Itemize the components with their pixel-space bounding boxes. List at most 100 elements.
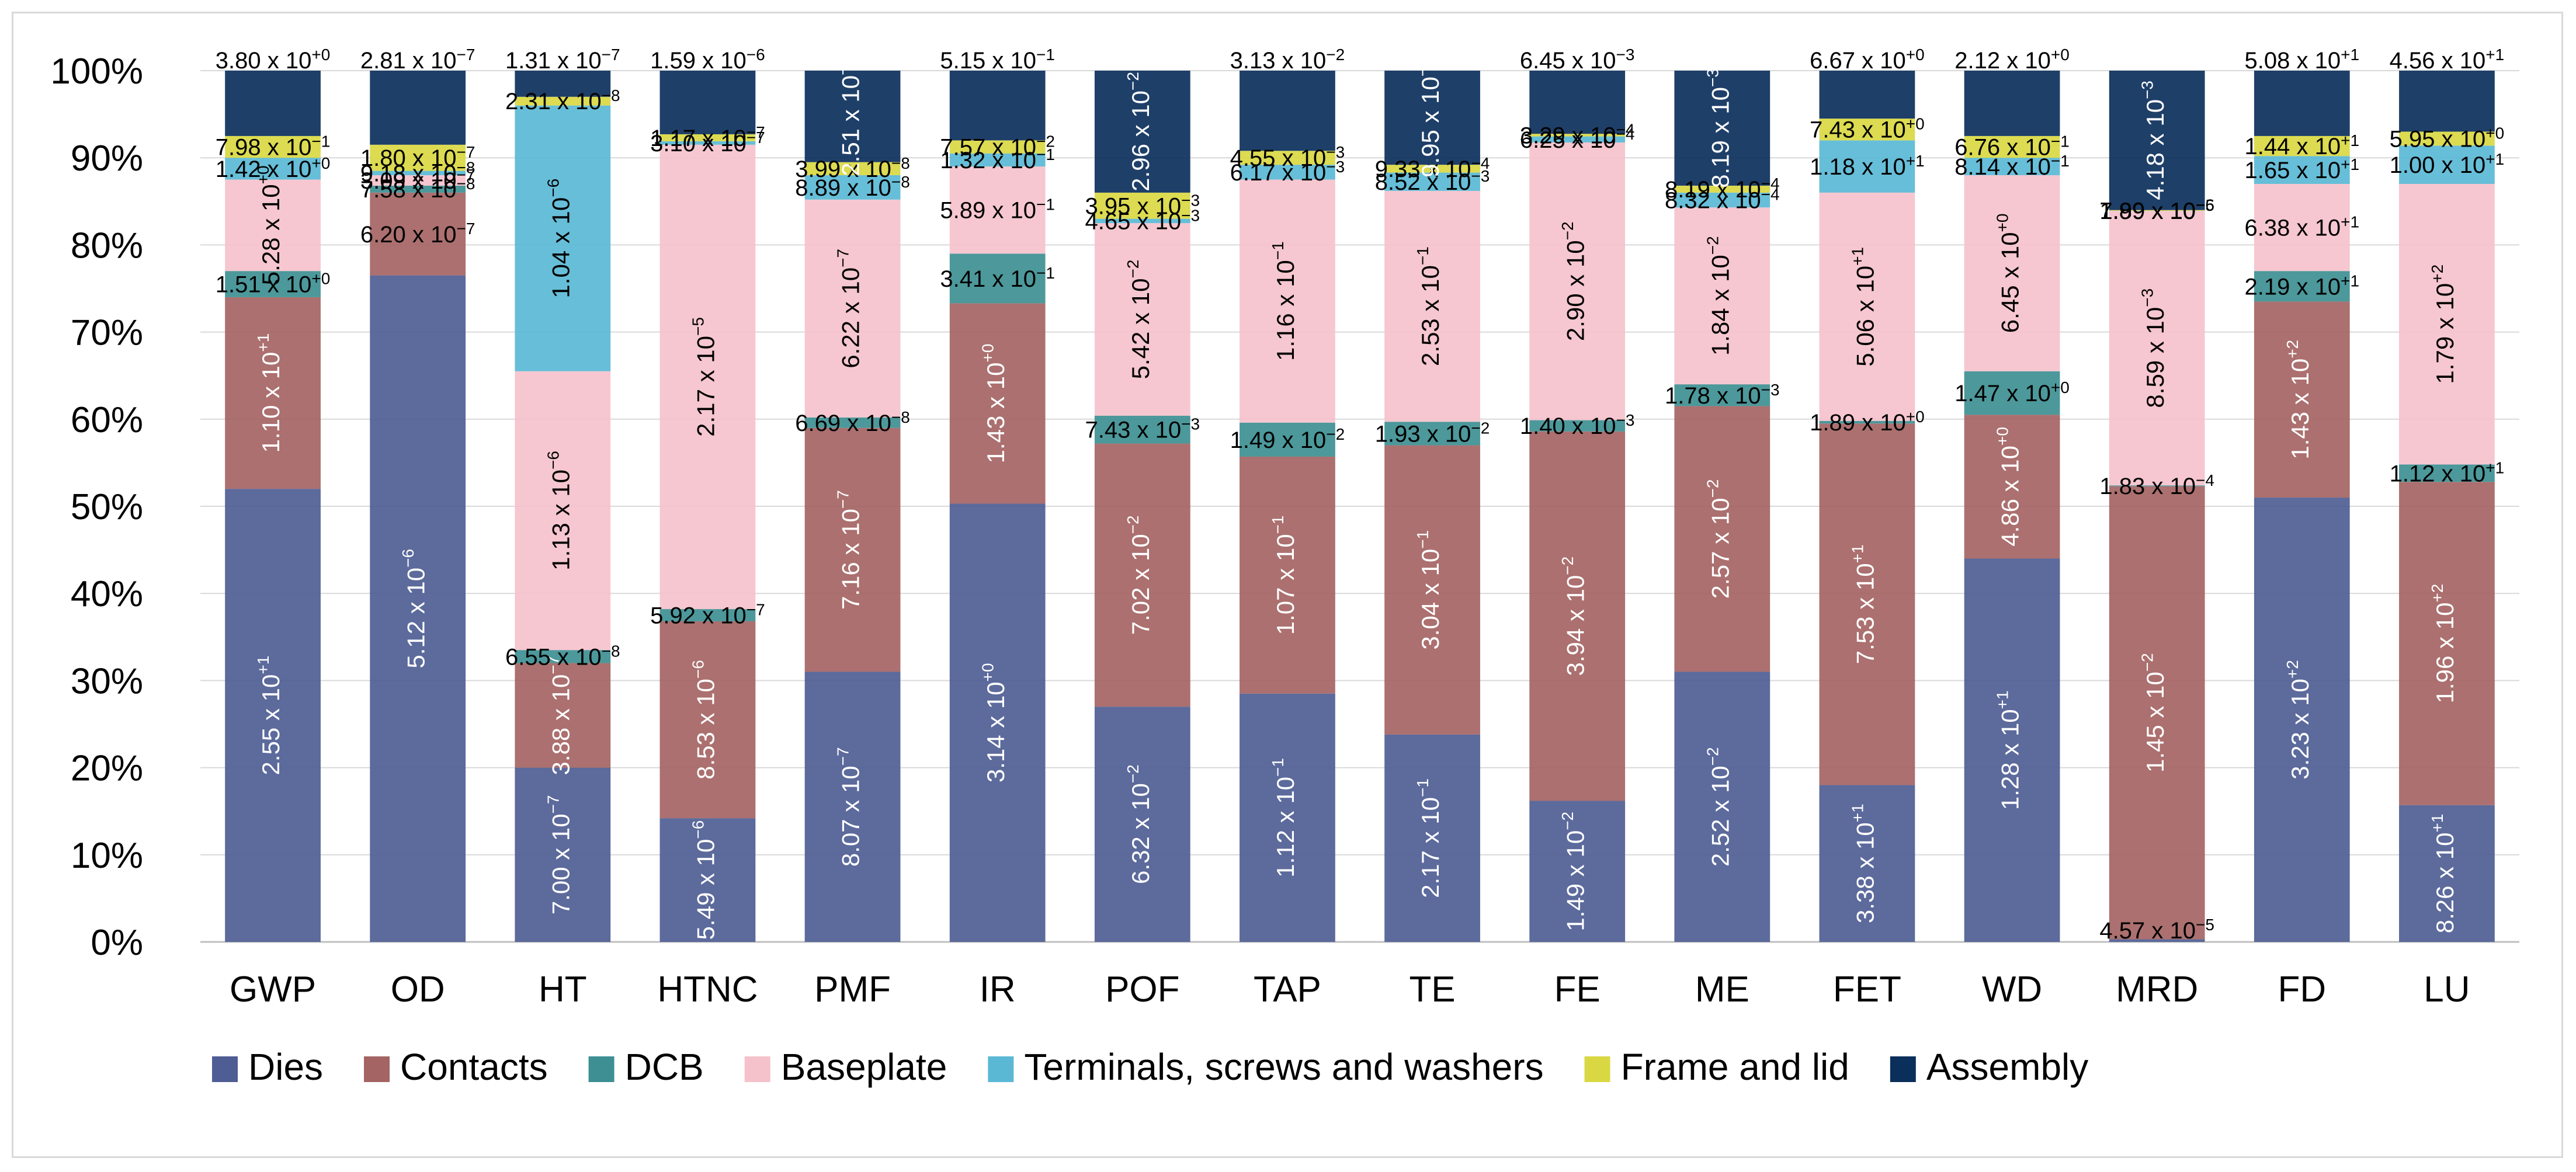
bar-segment-ht-4 xyxy=(515,105,611,371)
legend: Dies Contacts DCB Baseplate Terminals, screw… xyxy=(212,1046,2088,1088)
bar-segment-pof-0 xyxy=(1094,707,1190,942)
segment-label: 1.49 x 10−2 xyxy=(1230,425,1345,453)
segment-label: 1.40 x 10−3 xyxy=(1520,411,1635,439)
y-tick-label: 20% xyxy=(71,749,143,789)
bar-segment-me-3 xyxy=(1674,207,1770,385)
y-tick-label: 50% xyxy=(71,487,143,527)
segment-label: 7.57 x 10−2 xyxy=(940,133,1055,161)
bar-segment-te-4 xyxy=(1384,172,1480,191)
legend-label: Dies xyxy=(248,1046,323,1088)
segment-label: 2.17 x 10−1 xyxy=(1414,778,1444,898)
segment-label: 1.99 x 10−5 xyxy=(2099,196,2214,224)
bar-segment-fet-3 xyxy=(1819,192,1915,421)
segment-label: 9.18 x 10−8 xyxy=(360,158,475,186)
bar-segment-pof-4 xyxy=(1094,218,1190,224)
segment-label: 8.52 x 10−3 xyxy=(1375,167,1490,195)
x-tick-label: WD xyxy=(1982,969,2042,1010)
bar-segment-me-4 xyxy=(1674,192,1770,208)
segment-label: 9.95 x 10−2 xyxy=(1414,58,1444,178)
legend-label: Terminals, screws and washers xyxy=(1024,1046,1543,1088)
segment-label: 1.89 x 10+0 xyxy=(1810,408,1925,436)
segment-label: 3.14 x 10+0 xyxy=(979,663,1009,783)
bar-segment-od-1 xyxy=(370,192,466,276)
bar-segment-ir-3 xyxy=(949,166,1046,254)
segment-label: 1.00 x 10+1 xyxy=(2390,150,2505,178)
segment-label: 5.28 x 10+0 xyxy=(254,165,284,285)
bar-segment-pof-6 xyxy=(1094,71,1190,193)
segment-label: 1.44 x 10+1 xyxy=(2245,131,2360,159)
legend-swatch xyxy=(588,1056,615,1082)
segment-label: 5.06 x 10+1 xyxy=(1849,247,1879,367)
legend-label: Frame and lid xyxy=(1621,1046,1849,1088)
bar-segment-ir-2 xyxy=(949,253,1046,304)
bar-segment-lu-6 xyxy=(2399,71,2495,132)
x-tick-label: FET xyxy=(1833,969,1901,1010)
segment-label: 1.16 x 10−1 xyxy=(1269,241,1299,361)
bar-segment-lu-2 xyxy=(2399,464,2495,482)
segment-label: 4.56 x 10+1 xyxy=(2390,46,2505,74)
bar-segment-ir-1 xyxy=(949,303,1046,504)
segment-label: 8.19 x 10−3 xyxy=(1704,68,1734,188)
segment-label: 7.58 x 10−8 xyxy=(360,175,475,203)
bar-segment-htnc-6 xyxy=(659,71,756,134)
segment-label: 1.43 x 10+2 xyxy=(2283,340,2314,460)
bar-segment-me-2 xyxy=(1674,384,1770,406)
bar-segment-pmf-5 xyxy=(804,162,901,176)
segment-label: 5.12 x 10−6 xyxy=(400,549,430,669)
x-tick-label: PMF xyxy=(814,969,891,1010)
bar-segment-fet-1 xyxy=(1819,423,1915,785)
segment-label: 6.76 x 10−1 xyxy=(1954,133,2070,161)
bar-segment-ir-4 xyxy=(949,153,1046,167)
segment-label: 5.92 x 10−7 xyxy=(650,601,765,629)
bar-segment-lu-5 xyxy=(2399,131,2495,146)
segment-label: 2.96 x 10−2 xyxy=(1124,72,1154,192)
bar-segment-wd-0 xyxy=(1964,558,2060,942)
segment-label: 2.81 x 10−7 xyxy=(360,46,475,74)
bar-segment-te-3 xyxy=(1384,190,1480,422)
bar-segment-htnc-4 xyxy=(659,141,756,145)
segment-label: 3.95 x 10−3 xyxy=(1085,191,1200,219)
segment-labels: 2.55 x 10+1 1.10 x 10+1 1.51 x 10+05.28 x … xyxy=(216,46,2504,944)
bar-segment-gwp-1 xyxy=(225,297,321,489)
bar-segment-od-2 xyxy=(370,185,466,193)
segment-label: 6.45 x 10+0 xyxy=(1994,214,2024,333)
segment-label: 7.89 x 10−6 xyxy=(2099,196,2214,224)
segment-label: 6.67 x 10+0 xyxy=(1810,46,1925,74)
y-tick-label: 30% xyxy=(71,661,143,701)
segment-label: 1.04 x 10−6 xyxy=(544,179,575,298)
segment-label: 3.13 x 10−2 xyxy=(1230,46,1345,74)
segment-label: 1.17 x 10−7 xyxy=(650,123,765,151)
segment-label: 1.32 x 10−1 xyxy=(940,145,1055,173)
segment-label: 1.59 x 10−6 xyxy=(650,46,765,74)
segment-label: 6.17 x 10−3 xyxy=(1230,158,1345,186)
x-tick-label: ME xyxy=(1695,969,1749,1010)
bar-segment-mrd-1 xyxy=(2109,486,2205,940)
x-tick-label: OD xyxy=(391,969,445,1010)
segment-label: 5.08 x 10+1 xyxy=(2245,46,2360,74)
bar-segment-htnc-1 xyxy=(659,621,756,819)
segment-label: 1.45 x 10−2 xyxy=(2138,653,2169,773)
bar-segment-fd-4 xyxy=(2254,156,2350,184)
segment-label: 6.38 x 10+1 xyxy=(2245,213,2360,241)
bar-segment-gwp-5 xyxy=(225,135,321,158)
bar-segment-ht-0 xyxy=(515,767,611,942)
x-tick-label: MRD xyxy=(2116,969,2198,1010)
x-tick-label: TAP xyxy=(1254,969,1321,1010)
segment-label: 6.69 x 10−8 xyxy=(795,408,910,436)
bar-segment-fet-2 xyxy=(1819,420,1915,424)
segment-label: 9.33 x 10−4 xyxy=(1375,154,1490,182)
segment-label: 1.07 x 10−1 xyxy=(1269,515,1299,635)
x-tick-label: IR xyxy=(980,969,1016,1010)
bar-segment-te-2 xyxy=(1384,422,1480,446)
x-tick-label: FE xyxy=(1554,969,1601,1010)
y-tick-label: 10% xyxy=(71,836,143,876)
segment-label: 2.55 x 10+1 xyxy=(254,656,284,775)
segment-label: 1.31 x 10−7 xyxy=(505,46,620,74)
bar-segment-pmf-0 xyxy=(804,672,901,942)
segment-label: 7.98 x 10−1 xyxy=(216,133,331,161)
chart-frame: 0% 10% 20% 30% 40% 50% 60% 70% 80% 90% 100% 2.55 x… xyxy=(12,12,2563,1158)
legend-label: Contacts xyxy=(400,1046,548,1088)
bar-segment-wd-6 xyxy=(1964,71,2060,136)
segment-label: 1.84 x 10−2 xyxy=(1704,236,1734,356)
bar-segment-fd-2 xyxy=(2254,271,2350,302)
